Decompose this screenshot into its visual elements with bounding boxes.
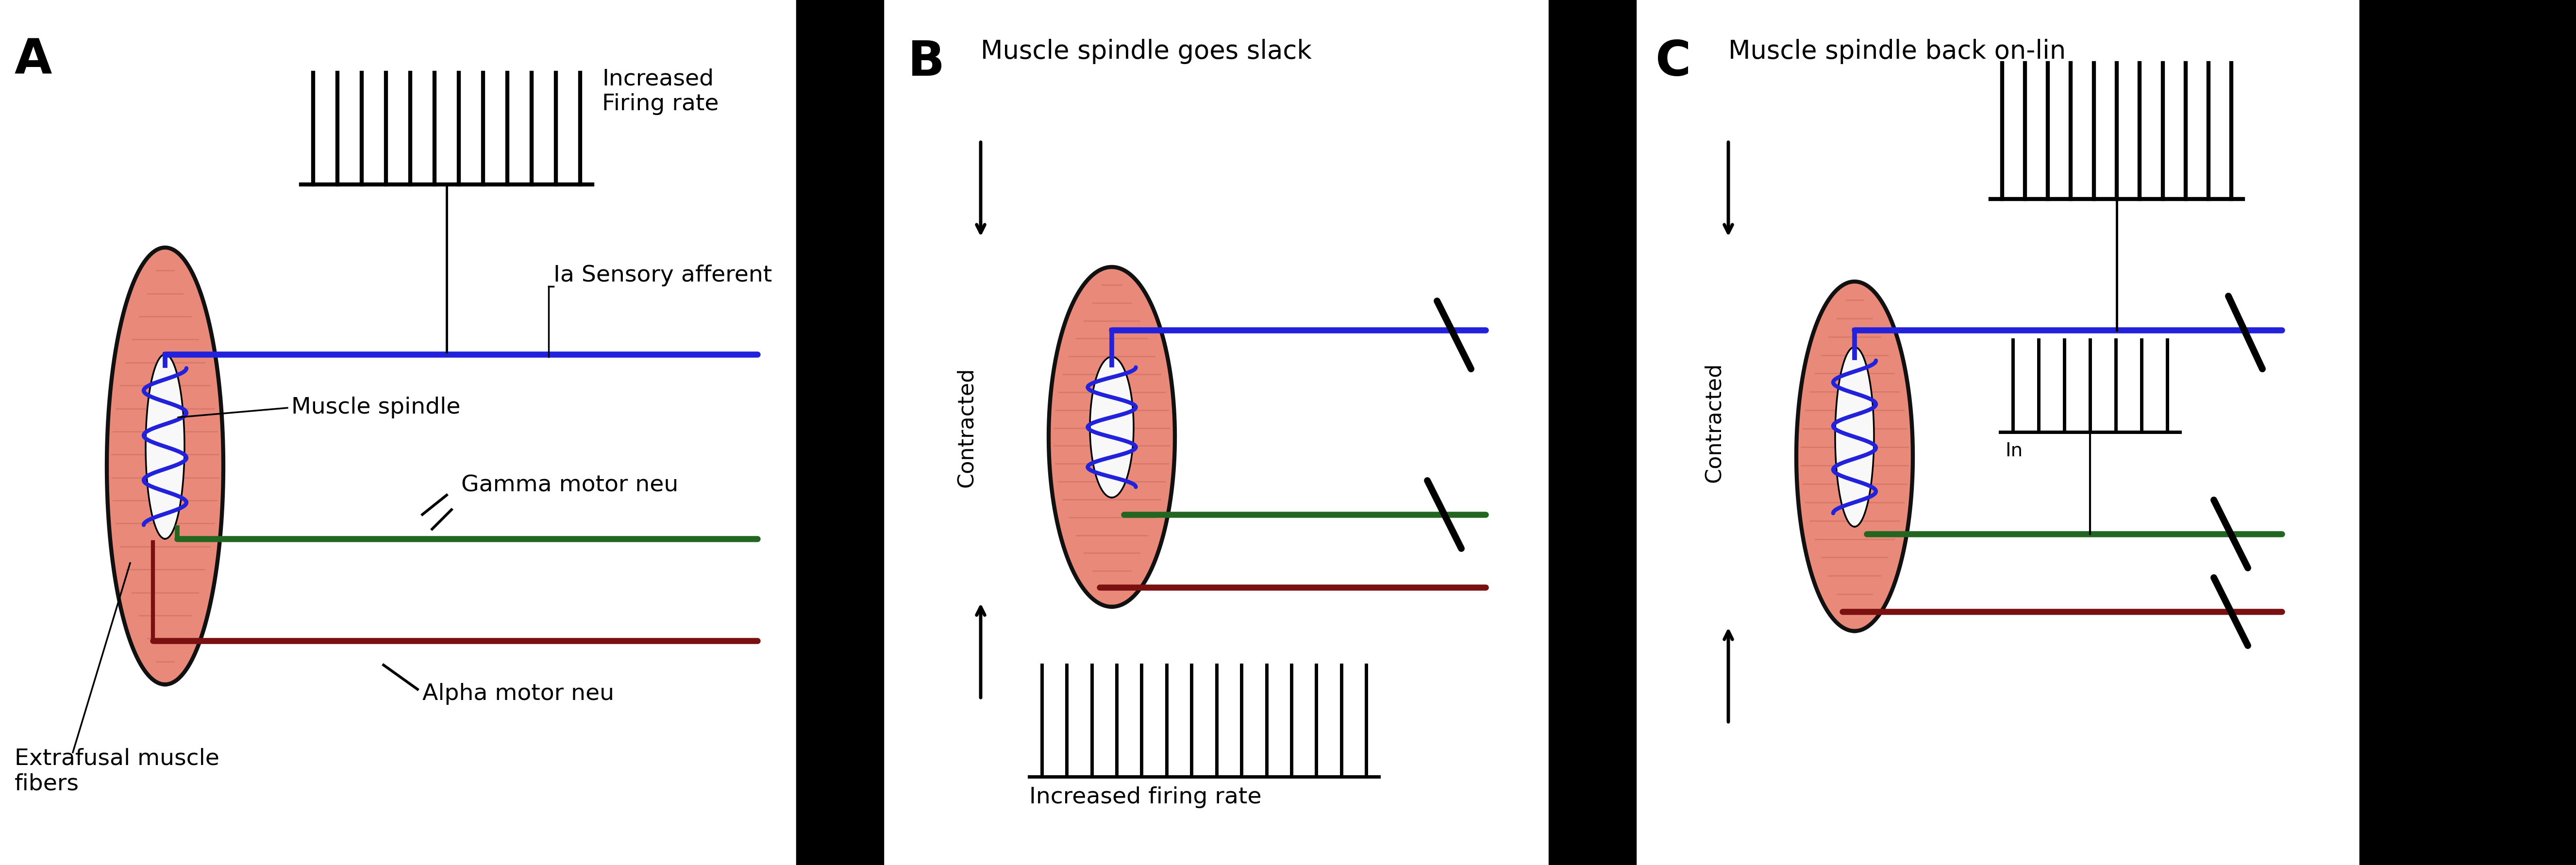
Text: A: A: [15, 36, 52, 84]
Polygon shape: [1048, 267, 1175, 606]
Text: Muscle spindle: Muscle spindle: [291, 397, 461, 419]
Text: Alpha motor neu: Alpha motor neu: [422, 683, 613, 705]
Text: Contracted: Contracted: [1703, 362, 1723, 483]
Text: Ia Sensory afferent: Ia Sensory afferent: [554, 265, 773, 286]
Text: Gamma motor neu: Gamma motor neu: [461, 475, 677, 497]
Text: Increased
Firing rate: Increased Firing rate: [603, 68, 719, 115]
Polygon shape: [1090, 356, 1133, 497]
Text: Muscle spindle back on-lin: Muscle spindle back on-lin: [1728, 39, 2066, 64]
Text: In: In: [2004, 442, 2022, 460]
Polygon shape: [1795, 281, 1914, 631]
Text: Contracted: Contracted: [956, 367, 976, 487]
Polygon shape: [147, 355, 185, 539]
Text: Muscle spindle goes slack: Muscle spindle goes slack: [981, 39, 1311, 64]
Text: B: B: [907, 39, 945, 86]
Text: Increased firing rate: Increased firing rate: [1030, 786, 1262, 808]
Text: Extrafusal muscle
fibers: Extrafusal muscle fibers: [15, 747, 219, 795]
Polygon shape: [106, 247, 224, 684]
Polygon shape: [1834, 347, 1873, 527]
Text: C: C: [1656, 39, 1690, 86]
